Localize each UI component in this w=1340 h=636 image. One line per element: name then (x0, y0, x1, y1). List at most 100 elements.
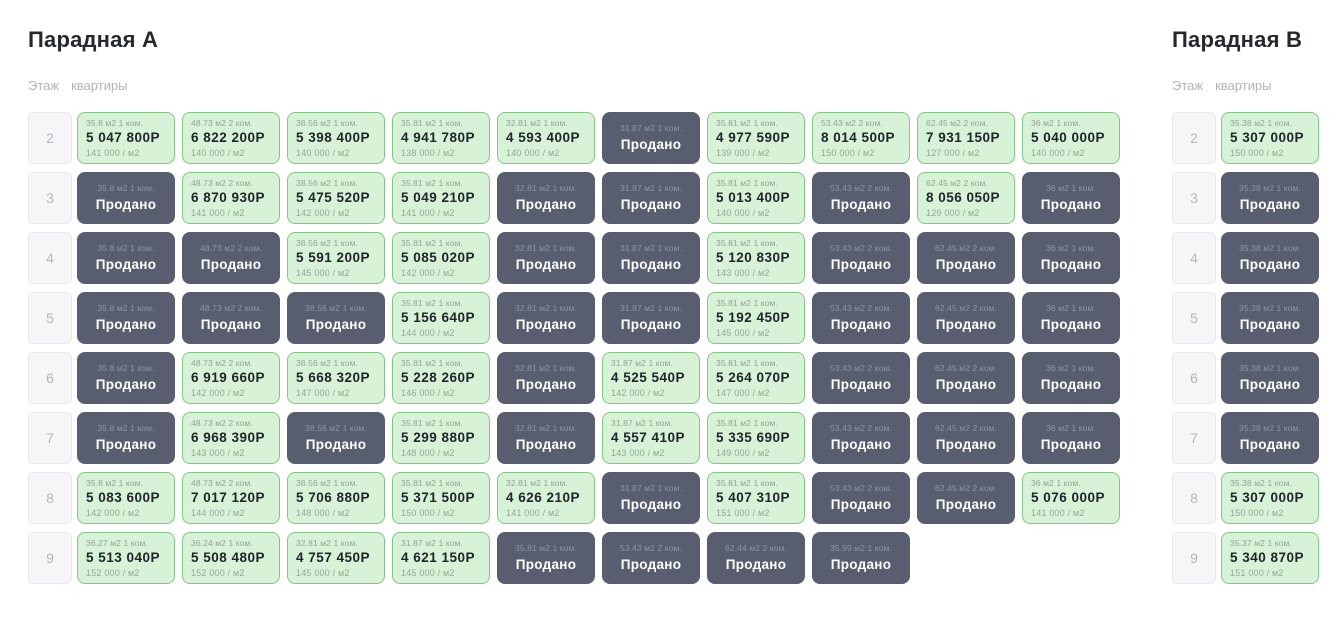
apartment-card-available[interactable]: 35.81 м2 1 ком. 5 228 260Р 146 000 / м2 (392, 352, 490, 404)
apartment-area: 53.43 м2 2 ком. (821, 117, 883, 128)
apartment-card-available[interactable]: 35.81 м2 1 ком. 5 299 880Р 148 000 / м2 (392, 412, 490, 464)
floor-number: 9 (1172, 532, 1216, 584)
apartment-area: 36 м2 1 ком. (1046, 302, 1096, 313)
apartment-card-available[interactable]: 31.87 м2 1 ком. 4 621 150Р 145 000 / м2 (392, 532, 490, 584)
apartment-card-available[interactable]: 35.81 м2 1 ком. 5 013 400Р 140 000 / м2 (707, 172, 805, 224)
apartment-card-available[interactable]: 36 м2 1 ком. 5 076 000Р 141 000 / м2 (1022, 472, 1120, 524)
floor-row: 5 35.38 м2 1 ком. Продано (1172, 292, 1322, 344)
apartment-area: 48.73 м2 2 ком. (191, 417, 253, 428)
apartment-card-available[interactable]: 48.73 м2 2 ком. 6 968 390Р 143 000 / м2 (182, 412, 280, 464)
apartment-price-per-m2: 141 000 / м2 (1031, 507, 1085, 518)
apartment-card-available[interactable]: 35.81 м2 1 ком. 5 049 210Р 141 000 / м2 (392, 172, 490, 224)
apartment-card-available[interactable]: 48.73 м2 2 ком. 6 822 200Р 140 000 / м2 (182, 112, 280, 164)
apartment-card-available[interactable]: 35.38 м2 1 ком. 5 307 000Р 150 000 / м2 (1221, 472, 1319, 524)
floor-row: 2 35.38 м2 1 ком. 5 307 000Р 150 000 / м2 (1172, 112, 1322, 164)
sold-label: Продано (1040, 256, 1102, 272)
apartment-card-available[interactable]: 35.8 м2 1 ком. 5 083 600Р 142 000 / м2 (77, 472, 175, 524)
apartment-price: 5 668 320Р (296, 369, 371, 385)
apartment-card-available[interactable]: 35.81 м2 1 ком. 5 120 830Р 143 000 / м2 (707, 232, 805, 284)
sold-label: Продано (1239, 436, 1301, 452)
apartment-price: 5 076 000Р (1031, 489, 1106, 505)
apartment-card-available[interactable]: 48.73 м2 2 ком. 7 017 120Р 144 000 / м2 (182, 472, 280, 524)
apartment-card-available[interactable]: 31.87 м2 1 ком. 4 557 410Р 143 000 / м2 (602, 412, 700, 464)
apartment-price: 5 040 000Р (1031, 129, 1106, 145)
floor-number: 9 (28, 532, 72, 584)
apartment-price: 5 407 310Р (716, 489, 791, 505)
apartment-area: 35.81 м2 1 ком. (401, 357, 463, 368)
apartment-price: 5 475 520Р (296, 189, 371, 205)
apartment-card-available[interactable]: 62.45 м2 2 ком. 7 931 150Р 127 000 / м2 (917, 112, 1015, 164)
apartment-card-sold: 53.43 м2 2 ком. Продано (812, 352, 910, 404)
apartment-price-per-m2: 140 000 / м2 (296, 147, 350, 158)
apartment-card-available[interactable]: 38.56 м2 1 ком. 5 591 200Р 145 000 / м2 (287, 232, 385, 284)
apartment-price: 5 591 200Р (296, 249, 371, 265)
floor-row: 7 35.8 м2 1 ком. Продано 48.73 м2 2 ком. 6 9… (28, 412, 1128, 464)
sold-label: Продано (515, 196, 577, 212)
apartment-card-available[interactable]: 32.81 м2 1 ком. 4 757 450Р 145 000 / м2 (287, 532, 385, 584)
legend-floor-label: Этаж (1172, 78, 1204, 93)
apartment-card-available[interactable]: 38.56 м2 1 ком. 5 668 320Р 147 000 / м2 (287, 352, 385, 404)
apartment-card-available[interactable]: 31.87 м2 1 ком. 4 525 540Р 142 000 / м2 (602, 352, 700, 404)
apartment-card-sold: 32.81 м2 1 ком. Продано (497, 292, 595, 344)
apartment-card-available[interactable]: 38.56 м2 1 ком. 5 706 880Р 148 000 / м2 (287, 472, 385, 524)
sold-label: Продано (620, 196, 682, 212)
apartment-card-available[interactable]: 35.81 м2 1 ком. 5 335 690Р 149 000 / м2 (707, 412, 805, 464)
floor-row: 6 35.8 м2 1 ком. Продано 48.73 м2 2 ком. 6 9… (28, 352, 1128, 404)
apartment-card-sold: 35.8 м2 1 ком. Продано (77, 172, 175, 224)
apartment-price-per-m2: 129 000 / м2 (926, 207, 980, 218)
apartment-card-sold: 53.43 м2 2 ком. Продано (812, 172, 910, 224)
apartment-area: 35.8 м2 1 ком. (86, 477, 144, 488)
apartment-card-sold: 35.38 м2 1 ком. Продано (1221, 172, 1319, 224)
apartment-card-available[interactable]: 48.73 м2 2 ком. 6 919 660Р 142 000 / м2 (182, 352, 280, 404)
apartment-card-available[interactable]: 35.81 м2 1 ком. 4 941 780Р 138 000 / м2 (392, 112, 490, 164)
apartment-card-available[interactable]: 35.81 м2 1 ком. 5 192 450Р 145 000 / м2 (707, 292, 805, 344)
apartment-card-sold: 36 м2 1 ком. Продано (1022, 172, 1120, 224)
apartment-card-available[interactable]: 35.81 м2 1 ком. 5 264 070Р 147 000 / м2 (707, 352, 805, 404)
apartment-card-sold: 48.73 м2 2 ком. Продано (182, 292, 280, 344)
column-legend: Этаж квартиры (28, 78, 1128, 94)
section-b-title: Парадная B (1172, 27, 1303, 52)
sold-label: Продано (830, 436, 892, 452)
floor-number: 8 (1172, 472, 1216, 524)
apartment-card-available[interactable]: 35.81 м2 1 ком. 5 407 310Р 151 000 / м2 (707, 472, 805, 524)
apartment-price: 7 017 120Р (191, 489, 266, 505)
apartment-card-available[interactable]: 62.45 м2 2 ком. 8 056 050Р 129 000 / м2 (917, 172, 1015, 224)
apartment-area: 62.45 м2 2 ком. (935, 242, 997, 253)
apartment-card-sold: 36 м2 1 ком. Продано (1022, 352, 1120, 404)
apartment-card-available[interactable]: 35.38 м2 1 ком. 5 307 000Р 150 000 / м2 (1221, 112, 1319, 164)
apartment-card-available[interactable]: 35.81 м2 1 ком. 5 156 640Р 144 000 / м2 (392, 292, 490, 344)
apartment-price: 5 371 500Р (401, 489, 476, 505)
apartment-card-available[interactable]: 53.43 м2 2 ком. 8 014 500Р 150 000 / м2 (812, 112, 910, 164)
apartment-area: 48.73 м2 2 ком. (200, 242, 262, 253)
apartment-card-available[interactable]: 38.56 м2 1 ком. 5 475 520Р 142 000 / м2 (287, 172, 385, 224)
apartment-price: 6 870 930Р (191, 189, 266, 205)
apartment-card-available[interactable]: 36.27 м2 1 ком. 5 513 040Р 152 000 / м2 (77, 532, 175, 584)
apartment-card-available[interactable]: 32.81 м2 1 ком. 4 593 400Р 140 000 / м2 (497, 112, 595, 164)
apartment-card-available[interactable]: 36 м2 1 ком. 5 040 000Р 140 000 / м2 (1022, 112, 1120, 164)
apartment-card-sold: 62.45 м2 2 ком. Продано (917, 232, 1015, 284)
apartment-card-available[interactable]: 32.81 м2 1 ком. 4 626 210Р 141 000 / м2 (497, 472, 595, 524)
apartment-price: 7 931 150Р (926, 129, 1001, 145)
apartment-price-per-m2: 140 000 / м2 (716, 207, 770, 218)
apartment-card-available[interactable]: 35.8 м2 1 ком. 5 047 800Р 141 000 / м2 (77, 112, 175, 164)
apartment-area: 36 м2 1 ком. (1046, 182, 1096, 193)
floor-row: 8 35.8 м2 1 ком. 5 083 600Р 142 000 / м2 48.… (28, 472, 1128, 524)
apartment-area: 38.56 м2 1 ком. (296, 177, 358, 188)
apartment-card-available[interactable]: 35.81 м2 1 ком. 4 977 590Р 139 000 / м2 (707, 112, 805, 164)
apartment-area: 53.43 м2 2 ком. (830, 422, 892, 433)
apartment-price-per-m2: 143 000 / м2 (716, 267, 770, 278)
apartment-card-available[interactable]: 48.73 м2 2 ком. 6 870 930Р 141 000 / м2 (182, 172, 280, 224)
apartment-price-per-m2: 145 000 / м2 (401, 567, 455, 578)
apartment-card-available[interactable]: 35.81 м2 1 ком. 5 371 500Р 150 000 / м2 (392, 472, 490, 524)
apartment-card-available[interactable]: 36.24 м2 1 ком. 5 508 480Р 152 000 / м2 (182, 532, 280, 584)
apartment-area: 62.45 м2 2 ком. (935, 482, 997, 493)
sold-label: Продано (725, 556, 787, 572)
apartment-card-available[interactable]: 38.56 м2 1 ком. 5 398 400Р 140 000 / м2 (287, 112, 385, 164)
apartment-price-per-m2: 143 000 / м2 (611, 447, 665, 458)
apartment-card-available[interactable]: 35.81 м2 1 ком. 5 085 020Р 142 000 / м2 (392, 232, 490, 284)
sold-label: Продано (830, 316, 892, 332)
apartment-price-per-m2: 142 000 / м2 (401, 267, 455, 278)
apartment-card-available[interactable]: 35.37 м2 1 ком. 5 340 870Р 151 000 / м2 (1221, 532, 1319, 584)
floor-number: 6 (1172, 352, 1216, 404)
apartment-price: 5 049 210Р (401, 189, 476, 205)
